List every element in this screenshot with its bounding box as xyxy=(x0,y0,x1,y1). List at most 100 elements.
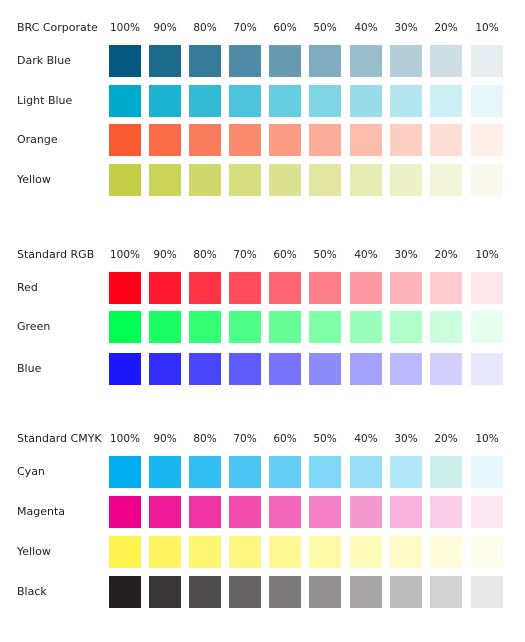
color-name: Light Blue xyxy=(17,94,73,107)
percent-label: 10% xyxy=(475,22,499,34)
color-swatch xyxy=(309,456,341,488)
color-swatch xyxy=(229,496,261,528)
color-swatch xyxy=(229,45,261,77)
percent-label: 100% xyxy=(109,433,141,445)
color-swatch xyxy=(109,85,141,117)
percent-label: 50% xyxy=(313,22,337,34)
percent-label: 70% xyxy=(233,249,257,261)
color-swatch xyxy=(229,536,261,568)
color-swatch xyxy=(350,272,382,304)
color-swatch xyxy=(189,45,221,77)
color-name: Yellow xyxy=(17,173,51,186)
color-swatch xyxy=(229,272,261,304)
color-swatch xyxy=(189,576,221,608)
percent-label: 100% xyxy=(109,249,141,261)
color-row-magenta: Magenta xyxy=(0,496,525,528)
color-swatch xyxy=(269,353,301,385)
color-name: Magenta xyxy=(17,505,66,518)
color-swatch xyxy=(149,45,181,77)
color-swatch xyxy=(309,576,341,608)
color-swatch xyxy=(109,576,141,608)
color-swatch xyxy=(189,353,221,385)
color-row-blue: Blue xyxy=(0,353,525,385)
group-header: Standard RGB 100% 90% 80% 70% 60% 50% 40% 30% 20%… xyxy=(0,247,525,263)
color-swatch xyxy=(309,164,341,196)
color-swatch xyxy=(471,496,503,528)
color-row-light-blue: Light Blue xyxy=(0,85,525,117)
percent-label: 80% xyxy=(193,249,217,261)
color-swatch xyxy=(390,272,422,304)
color-swatch xyxy=(229,353,261,385)
color-swatch xyxy=(229,164,261,196)
color-swatch xyxy=(471,45,503,77)
percent-label: 60% xyxy=(273,433,297,445)
color-swatch xyxy=(309,311,341,343)
color-swatch xyxy=(350,85,382,117)
color-swatch xyxy=(189,311,221,343)
color-row-cyan: Cyan xyxy=(0,456,525,488)
color-swatch xyxy=(189,496,221,528)
color-swatch xyxy=(430,45,462,77)
color-swatch xyxy=(390,311,422,343)
color-name: Red xyxy=(17,281,38,294)
color-swatch xyxy=(269,124,301,156)
color-swatch xyxy=(229,576,261,608)
color-swatch xyxy=(430,353,462,385)
percent-label: 20% xyxy=(434,249,458,261)
color-swatch xyxy=(430,496,462,528)
color-swatch xyxy=(109,45,141,77)
color-swatch xyxy=(390,164,422,196)
color-swatch xyxy=(149,164,181,196)
color-swatch xyxy=(471,311,503,343)
color-swatch xyxy=(471,576,503,608)
color-swatch xyxy=(350,164,382,196)
percent-label: 80% xyxy=(193,433,217,445)
percent-label: 10% xyxy=(475,249,499,261)
color-swatch xyxy=(309,124,341,156)
color-swatch xyxy=(269,164,301,196)
color-swatch xyxy=(189,124,221,156)
color-swatch xyxy=(309,353,341,385)
color-swatch xyxy=(109,456,141,488)
color-swatch xyxy=(269,311,301,343)
color-swatch xyxy=(149,124,181,156)
color-row-yellow: Yellow xyxy=(0,164,525,196)
group-title: Standard RGB xyxy=(17,248,95,261)
percent-label: 90% xyxy=(153,249,177,261)
group-header: Standard CMYK 100% 90% 80% 70% 60% 50% 40% 30% 20… xyxy=(0,431,525,447)
percent-label: 100% xyxy=(109,22,141,34)
color-swatch xyxy=(390,576,422,608)
color-name: Orange xyxy=(17,133,58,146)
color-swatch xyxy=(430,576,462,608)
group-title: Standard CMYK xyxy=(17,432,102,445)
color-swatch xyxy=(350,536,382,568)
color-swatch xyxy=(269,496,301,528)
color-swatch xyxy=(430,124,462,156)
color-swatch xyxy=(149,311,181,343)
color-swatch xyxy=(350,576,382,608)
percent-label: 60% xyxy=(273,249,297,261)
percent-label: 10% xyxy=(475,433,499,445)
color-swatch xyxy=(269,456,301,488)
color-swatch xyxy=(189,85,221,117)
color-swatch xyxy=(149,536,181,568)
color-swatch xyxy=(471,164,503,196)
group-title: BRC Corporate xyxy=(17,21,98,34)
color-swatch xyxy=(430,311,462,343)
percent-label: 80% xyxy=(193,22,217,34)
color-swatch xyxy=(309,45,341,77)
color-swatch xyxy=(390,496,422,528)
color-swatch xyxy=(471,124,503,156)
percent-label: 30% xyxy=(394,249,418,261)
color-swatch xyxy=(269,85,301,117)
color-swatch xyxy=(149,496,181,528)
color-swatch xyxy=(109,496,141,528)
color-swatch xyxy=(269,272,301,304)
percent-label: 70% xyxy=(233,22,257,34)
color-swatch xyxy=(149,353,181,385)
color-row-yellow: Yellow xyxy=(0,536,525,568)
color-swatch xyxy=(471,85,503,117)
percent-label: 70% xyxy=(233,433,257,445)
color-row-black: Black xyxy=(0,576,525,608)
color-swatch xyxy=(269,536,301,568)
